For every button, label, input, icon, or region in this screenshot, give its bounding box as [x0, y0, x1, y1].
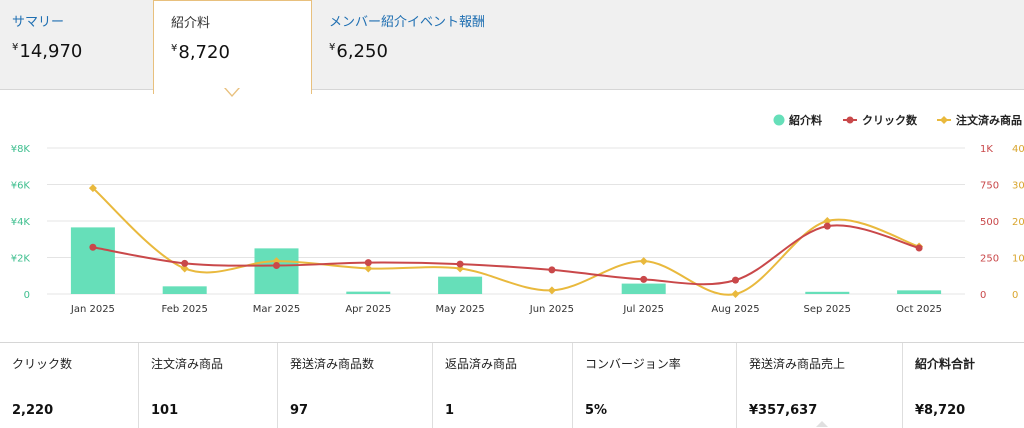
- tab-summary[interactable]: サマリー ¥14,970: [0, 0, 153, 89]
- y-right-orders-tick-label: 30: [1012, 181, 1024, 192]
- stat-shipped-items: 発送済み商品数 97: [278, 343, 433, 428]
- bar-referral-fee: [254, 248, 299, 294]
- point-ordered-items: [180, 264, 189, 273]
- y-left-tick-label: ¥2K: [11, 254, 31, 265]
- active-tab-pointer: [224, 87, 240, 97]
- tab-member-referral-amount: 6,250: [336, 41, 388, 62]
- stat-clicks: クリック数 2,220: [0, 343, 139, 428]
- point-clicks: [456, 260, 464, 268]
- legend-clicks-swatch: [846, 116, 854, 124]
- tooltip-pointer: [816, 421, 828, 427]
- stat-total-referral-fee-label: 紹介料合計: [915, 357, 976, 371]
- stat-total-referral-fee-value: ¥8,720: [915, 403, 966, 418]
- legend-ordered-items-label: 注文済み商品: [956, 113, 1022, 127]
- x-tick-label: Feb 2025: [162, 304, 208, 315]
- y-right-clicks-tick-label: 1K: [980, 144, 993, 155]
- point-clicks: [732, 276, 739, 284]
- currency-symbol: ¥: [329, 42, 336, 53]
- point-clicks: [823, 222, 831, 230]
- stat-shipped-revenue-value: ¥357,637: [749, 403, 818, 418]
- legend-clicks-label: クリック数: [862, 113, 918, 127]
- point-ordered-items: [88, 184, 97, 193]
- bar-referral-fee: [346, 291, 391, 294]
- point-clicks: [915, 244, 923, 252]
- x-tick-label: Aug 2025: [711, 304, 759, 315]
- x-tick-label: May 2025: [435, 304, 484, 315]
- y-right-orders-tick-label: 40: [1012, 144, 1024, 155]
- point-clicks: [273, 262, 280, 270]
- y-left-tick-label: 0: [24, 290, 30, 301]
- legend-referral-fee-swatch: [773, 114, 785, 126]
- y-right-orders-tick-label: 10: [1012, 254, 1024, 265]
- point-ordered-items: [547, 286, 556, 295]
- legend-ordered-items-swatch: [940, 116, 948, 124]
- tab-referral-fee-amount: 8,720: [178, 42, 230, 63]
- tab-summary-amount: 14,970: [19, 41, 83, 62]
- stat-total-referral-fee: 紹介料合計 ¥8,720: [903, 343, 1024, 428]
- bar-referral-fee: [70, 227, 115, 294]
- stat-returned-items-value: 1: [445, 403, 455, 418]
- tab-referral-fee-value: ¥8,720: [171, 42, 230, 63]
- stat-ordered-items-label: 注文済み商品: [151, 357, 224, 371]
- x-tick-label: Mar 2025: [253, 304, 301, 315]
- stat-conversion-rate-value: 5%: [585, 403, 608, 418]
- stat-returned-items-label: 返品済み商品: [445, 357, 518, 371]
- tab-member-referral-bounty[interactable]: メンバー紹介イベント報酬 ¥6,250: [317, 0, 577, 89]
- tab-referral-fee-label: 紹介料: [171, 16, 211, 31]
- stat-shipped-items-label: 発送済み商品数: [290, 357, 375, 371]
- x-tick-label: Jun 2025: [529, 304, 574, 315]
- point-ordered-items: [731, 290, 740, 298]
- currency-symbol: ¥: [12, 42, 19, 53]
- y-right-orders-tick-label: 20: [1012, 217, 1024, 228]
- point-ordered-items: [639, 257, 648, 266]
- y-left-tick-label: ¥4K: [11, 217, 31, 228]
- y-right-orders-tick-label: 0: [1012, 290, 1018, 301]
- line-ordered-items: [92, 187, 920, 296]
- earnings-tabs: サマリー ¥14,970 紹介料 ¥8,720 メンバー紹介イベント報酬 ¥6,…: [0, 0, 1024, 94]
- point-ordered-items: [364, 264, 373, 273]
- point-clicks: [640, 275, 648, 283]
- point-clicks: [364, 259, 372, 267]
- point-clicks: [89, 243, 97, 251]
- x-tick-label: Jan 2025: [70, 304, 115, 315]
- y-right-clicks-tick-label: 250: [980, 254, 999, 265]
- stat-returned-items: 返品済み商品 1: [433, 343, 573, 428]
- stat-ordered-items-value: 101: [151, 403, 179, 418]
- bar-referral-fee: [162, 286, 207, 294]
- bar-referral-fee: [621, 283, 666, 294]
- y-left-tick-label: ¥8K: [11, 144, 31, 155]
- legend-referral-fee-label: 紹介料: [789, 113, 822, 127]
- line-clicks: [92, 224, 920, 286]
- y-right-clicks-tick-label: 750: [980, 181, 999, 192]
- stat-clicks-value: 2,220: [12, 403, 54, 418]
- bar-referral-fee: [897, 290, 942, 294]
- stat-shipped-revenue-label: 発送済み商品売上: [749, 357, 846, 371]
- point-ordered-items: [823, 217, 832, 225]
- stat-clicks-label: クリック数: [12, 357, 73, 371]
- point-clicks: [548, 266, 556, 274]
- stat-ordered-items: 注文済み商品 101: [139, 343, 278, 428]
- x-tick-label: Jul 2025: [622, 304, 664, 315]
- stat-shipped-revenue: 発送済み商品売上 ¥357,637: [737, 343, 903, 428]
- bar-referral-fee: [805, 291, 850, 294]
- currency-symbol: ¥: [171, 43, 178, 54]
- y-right-clicks-tick-label: 500: [980, 217, 999, 228]
- tab-summary-value: ¥14,970: [12, 41, 82, 62]
- y-right-clicks-tick-label: 0: [980, 290, 986, 301]
- x-tick-label: Sep 2025: [804, 304, 851, 315]
- point-clicks: [181, 259, 189, 267]
- stat-conversion-rate-label: コンバージョン率: [585, 357, 681, 371]
- tab-summary-label: サマリー: [12, 15, 65, 30]
- stat-conversion-rate: コンバージョン率 5%: [573, 343, 737, 428]
- stat-shipped-items-value: 97: [290, 403, 309, 418]
- earnings-chart: 0 ¥2K ¥4K ¥6K ¥8K 0 250 500 750 1K 0 10 20 30 40 Jan 20…: [11, 113, 1024, 315]
- tab-referral-fee[interactable]: 紹介料 ¥8,720: [153, 0, 312, 94]
- bar-referral-fee: [438, 276, 483, 294]
- y-left-tick-label: ¥6K: [11, 181, 31, 192]
- tab-member-referral-value: ¥6,250: [329, 41, 388, 62]
- tab-member-referral-label: メンバー紹介イベント報酬: [329, 15, 486, 30]
- x-tick-label: Oct 2025: [896, 304, 942, 315]
- x-tick-label: Apr 2025: [345, 304, 391, 315]
- stats-bar: クリック数 2,220 注文済み商品 101 発送済み商品数 97 返品済み商品…: [0, 342, 1024, 428]
